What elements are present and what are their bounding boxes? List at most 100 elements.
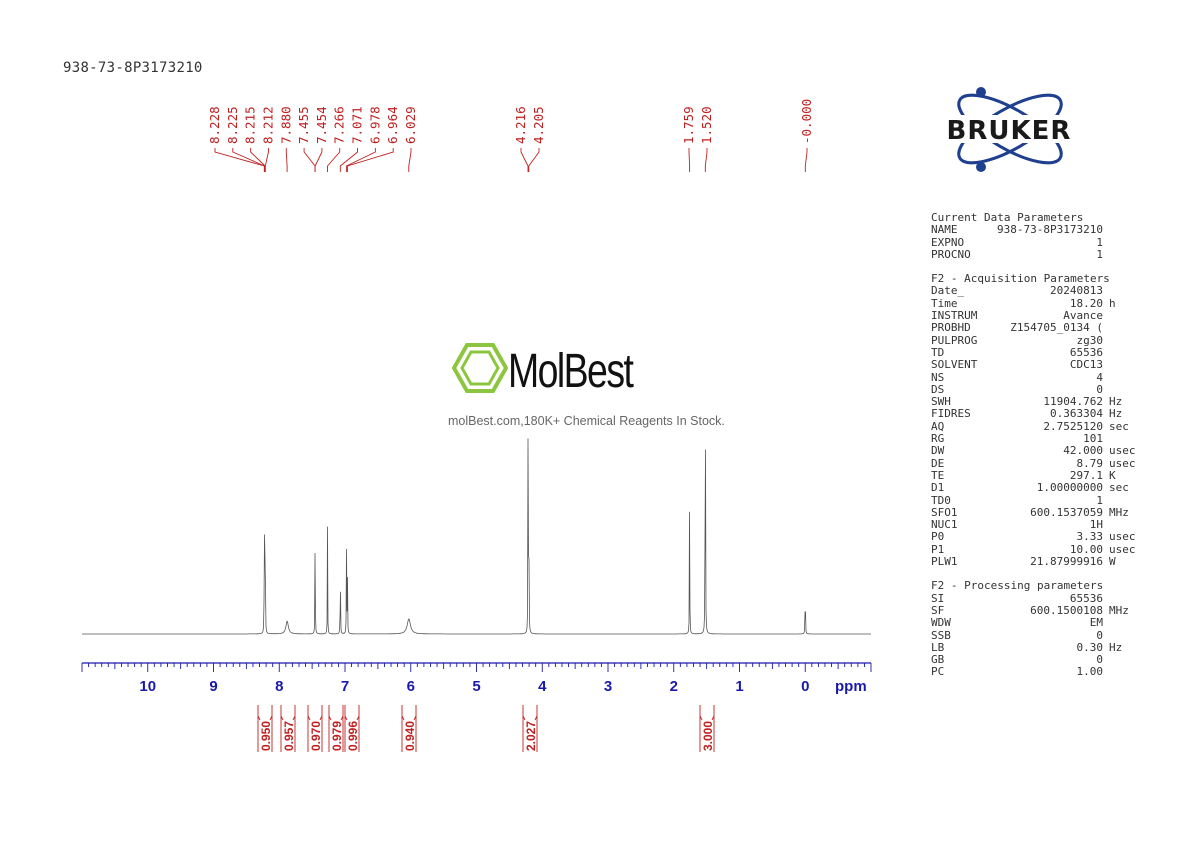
param-unit: usec xyxy=(1109,530,1136,544)
integral-value: 0.940 xyxy=(403,721,417,751)
param-row-swh: SWH 11904.762 Hz xyxy=(931,395,1141,409)
param-value: 65536 xyxy=(1069,345,1103,359)
peak-label: 8.212 xyxy=(260,106,275,144)
peak-connector xyxy=(704,148,708,172)
current-params-heading: Current Data Parameters xyxy=(931,211,1084,224)
param-row-date: Date_ 20240813 xyxy=(931,284,1141,298)
integral-value: 3.000 xyxy=(701,721,715,751)
integral-bracket xyxy=(401,705,417,752)
sample-title: 938-73-8P3173210 xyxy=(63,60,203,76)
peak-connector xyxy=(345,148,376,172)
param-key: SOLVENT xyxy=(931,358,978,372)
integral-bracket xyxy=(307,705,323,752)
param-unit: sec xyxy=(1109,419,1129,433)
param-row-p1: P1 10.00 usec xyxy=(931,542,1141,556)
param-row-sf: SF 600.1500108 MHz xyxy=(931,603,1141,617)
x-axis: 10 9 8 7 6 5 4 3 2 1 0 xyxy=(81,662,872,695)
acquisition-params-heading: F2 - Acquisition Parameters xyxy=(931,272,1110,286)
param-value: 0.30 xyxy=(1076,640,1104,654)
param-row-ssb: SSB 0 xyxy=(931,628,1141,642)
param-key: LB xyxy=(931,640,945,654)
param-value: 11904.762 xyxy=(1043,395,1103,409)
param-unit: sec xyxy=(1109,481,1129,495)
x-tick-label: 4 xyxy=(538,678,547,695)
param-key: RG xyxy=(931,432,945,446)
x-tick-label: 7 xyxy=(341,678,349,695)
param-value: 0.363304 xyxy=(1050,407,1103,421)
integral-bracket xyxy=(328,705,344,752)
param-value: 938-73-8P3173210 xyxy=(997,223,1103,237)
param-value: EM xyxy=(1089,616,1103,630)
param-row-pulprog: PULPROG zg30 xyxy=(931,333,1141,347)
param-value: CDC13 xyxy=(1069,358,1103,372)
param-value: 20240813 xyxy=(1050,284,1103,298)
peak-label-group: 8.228 8.225 8.215 8.212 7.880 7.455 7.454 7.266… xyxy=(207,99,814,144)
param-key: PULPROG xyxy=(931,333,978,347)
param-key: SF xyxy=(931,603,945,617)
x-tick-label: 6 xyxy=(407,678,415,695)
watermark-tagline: molBest.com,180K+ Chemical Reagents In S… xyxy=(448,414,725,428)
param-value: 1 xyxy=(1096,247,1103,261)
peak-connector xyxy=(303,148,316,172)
param-value: 101 xyxy=(1083,432,1103,446)
param-key: SSB xyxy=(931,628,951,642)
peak-connector xyxy=(327,148,341,172)
param-row-gb: GB 0 xyxy=(931,653,1141,667)
integral-marker: 0.957 xyxy=(280,705,296,752)
param-value: 0 xyxy=(1096,653,1103,667)
param-value: Z154705_0134 ( xyxy=(1010,321,1103,335)
peak-label: 4.216 xyxy=(513,106,528,144)
peak-label: 7.071 xyxy=(350,106,365,144)
param-key: AQ xyxy=(931,419,945,433)
x-tick-label: 0 xyxy=(801,678,809,695)
param-key: TD xyxy=(931,345,945,359)
bruker-logo: BRUKER xyxy=(924,87,1094,172)
integral-marker: 3.000 xyxy=(699,705,715,752)
peak-label: 1.520 xyxy=(699,106,714,144)
integral-bracket xyxy=(699,705,715,752)
peak-label: 6.978 xyxy=(367,106,382,144)
param-row-aq: AQ 2.7525120 sec xyxy=(931,419,1141,433)
param-key: DS xyxy=(931,382,945,396)
param-row-fidres: FIDRES 0.363304 Hz xyxy=(931,407,1141,421)
param-value: 1H xyxy=(1089,518,1103,532)
param-row-p0: P0 3.33 usec xyxy=(931,530,1141,544)
peak-connector xyxy=(214,148,265,172)
param-value: 1 xyxy=(1096,235,1103,249)
peak-label: 7.454 xyxy=(314,106,329,144)
integral-marker: 0.950 xyxy=(257,705,273,752)
x-axis-label: ppm xyxy=(835,678,867,695)
peak-connector xyxy=(804,148,808,172)
param-key: NUC1 xyxy=(931,518,958,532)
param-row-time: Time 18.20 h xyxy=(931,296,1141,310)
param-key: NAME xyxy=(931,223,958,237)
param-key: SI xyxy=(931,591,945,605)
integral-group: 0.950 0.957 0.970 0.979 0.996 0.940 2.027 3.000 xyxy=(257,705,715,752)
x-tick-label: 5 xyxy=(472,678,480,695)
param-key: PLW1 xyxy=(931,555,958,569)
param-row-name: NAME 938-73-8P3173210 xyxy=(931,223,1141,237)
integral-marker: 0.940 xyxy=(401,705,417,752)
x-tick-label: 2 xyxy=(670,678,678,695)
integral-value: 0.979 xyxy=(330,721,344,751)
integral-marker: 0.996 xyxy=(344,705,360,752)
param-row-ds: DS 0 xyxy=(931,382,1141,396)
processing-params-heading: F2 - Processing parameters xyxy=(931,579,1104,593)
peak-label: 7.266 xyxy=(332,106,347,144)
integral-bracket xyxy=(522,705,538,752)
param-key: GB xyxy=(931,653,945,667)
param-key: D1 xyxy=(931,481,945,495)
peak-label: 6.029 xyxy=(403,106,418,144)
param-value: 10.00 xyxy=(1069,542,1103,556)
integral-bracket xyxy=(344,705,360,752)
logo-electron-bottom xyxy=(976,162,986,172)
logo-electron-top xyxy=(976,87,986,97)
param-key: SWH xyxy=(931,395,951,409)
peak-label: 1.759 xyxy=(681,106,696,144)
param-value: 21.87999916 xyxy=(1030,555,1103,569)
param-unit: h xyxy=(1109,296,1116,310)
param-key: SFO1 xyxy=(931,505,958,519)
peak-label: 4.205 xyxy=(531,106,546,144)
param-value: 600.1500108 xyxy=(1030,603,1103,617)
